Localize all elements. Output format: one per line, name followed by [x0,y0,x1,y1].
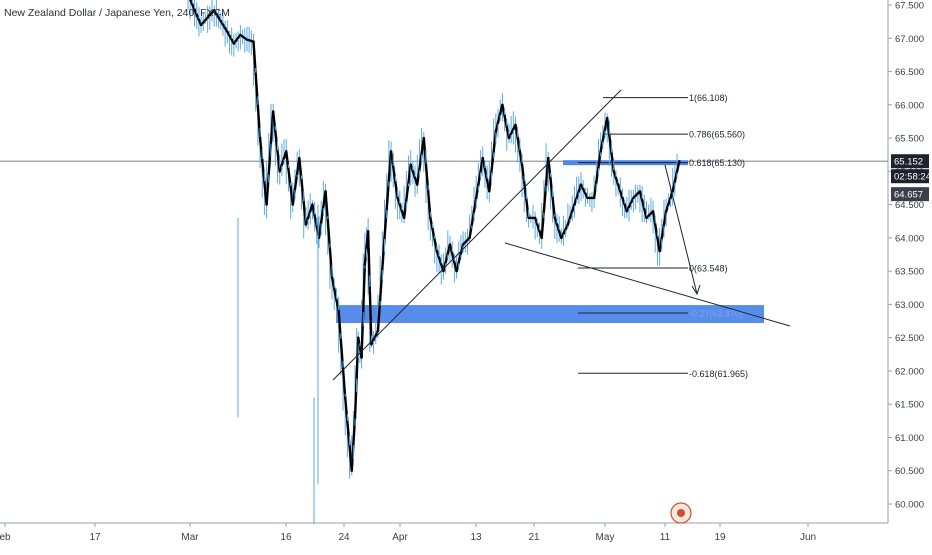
x-tick-label: 21 [528,532,540,543]
x-tick-label: Mar [181,532,199,543]
chart-title: New Zealand Dollar / Japanese Yen, 240, … [4,7,230,19]
fib-level-label: 0.618(65.130) [689,158,745,168]
y-tick-label: 60.000 [895,500,924,511]
y-tick-label: 61.000 [895,433,924,444]
candle-body [341,367,347,399]
y-tick-label: 67.500 [895,1,924,12]
falling-trendline [504,242,791,327]
x-tick-label: 11 [660,532,671,543]
y-tick-label: 62.500 [895,333,924,344]
y-tick-label: 66.500 [895,67,924,78]
support-zone [336,305,764,324]
fib-level-label: 0(63.548) [689,263,728,273]
y-tick-label: 64.500 [895,200,924,211]
rising-trendline [332,89,622,381]
x-tick-label: 24 [338,532,350,543]
x-tick-label: Jun [800,532,816,543]
y-tick-label: 63.000 [895,300,924,311]
y-tick-label: 62.000 [895,366,924,377]
fib-level-label: 0.786(65.560) [689,130,745,140]
fib-level-label: -0.27(62.870) [689,309,743,319]
current-price-badge [891,154,929,169]
marker-price-badge [891,187,929,202]
y-tick-label: 67.000 [895,34,924,45]
candle-body [675,160,681,173]
marker-price-label: 64.657 [894,190,923,201]
x-tick-label: Apr [392,532,408,543]
countdown-label: 02:58:24 [894,172,931,183]
x-tick-label: 19 [714,532,726,543]
y-tick-label: 64.000 [895,233,924,244]
y-tick-label: 60.500 [895,466,924,477]
fib-level-label: 1(66.108) [689,93,728,103]
x-tick-label: 17 [89,532,101,543]
event-icon-dot [677,509,685,517]
x-tick-label: eb [0,532,11,543]
y-tick-label: 65.500 [895,134,924,145]
y-tick-label: 61.500 [895,400,924,411]
candle-body [362,263,367,313]
forecast-arrow [664,164,698,295]
candle-body [368,286,373,346]
x-tick-label: May [596,532,615,543]
current-price-label: 65.152 [894,157,923,168]
forecast-arrowhead [691,284,701,296]
countdown-badge [891,169,929,184]
candle-body [324,190,329,222]
y-tick-label: 66.000 [895,100,924,111]
x-tick-label: 13 [470,532,482,543]
x-tick-label: 16 [280,532,292,543]
y-tick-label: 63.500 [895,267,924,278]
fib-level-label: -0.618(61.965) [689,369,748,379]
